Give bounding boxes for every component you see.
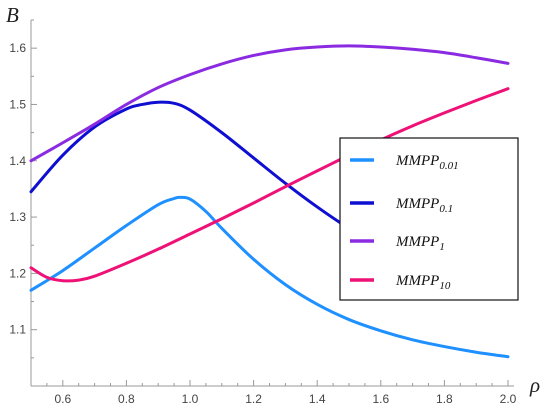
series-line-mmpp-1 — [29, 44, 510, 163]
x-tick-label: 1.2 — [245, 392, 262, 406]
x-tick-label: 1.8 — [436, 392, 453, 406]
y-tick-label: 1.2 — [9, 266, 26, 280]
legend-label: MMPP10 — [395, 273, 451, 292]
x-axis-title: ρ — [529, 373, 540, 397]
x-tick-label: 1.4 — [309, 392, 326, 406]
y-tick-label: 1.5 — [9, 97, 26, 111]
y-tick-label: 1.6 — [9, 41, 26, 55]
series-line-mmpp-0_01 — [29, 195, 510, 359]
ticks — [30, 19, 509, 387]
x-tick-label: 2.0 — [500, 392, 517, 406]
x-tick-label: 1.0 — [182, 392, 199, 406]
y-axis-title: B — [6, 3, 19, 27]
tick-labels: 0.6 0.8 1.0 1.2 1.4 1.6 1.8 2.0 1.1 1.2 1.3 1.4 1.5 1… — [9, 41, 516, 406]
legend-label: MMPP0.1 — [395, 196, 453, 215]
x-tick-label: 0.6 — [54, 392, 71, 406]
x-tick-label: 0.8 — [118, 392, 135, 406]
axes — [30, 20, 514, 387]
x-tick-label: 1.6 — [372, 392, 389, 406]
legend: MMPP0.01 MMPP0.1 MMPP1 MMPP10 — [339, 137, 519, 301]
legend-label: MMPP1 — [395, 234, 445, 253]
y-tick-label: 1.3 — [9, 210, 26, 224]
y-tick-label: 1.4 — [9, 154, 26, 168]
y-tick-label: 1.1 — [9, 323, 26, 337]
legend-label: MMPP0.01 — [395, 153, 459, 172]
series-line-mmpp-10 — [29, 87, 510, 283]
legend-box — [339, 137, 519, 301]
